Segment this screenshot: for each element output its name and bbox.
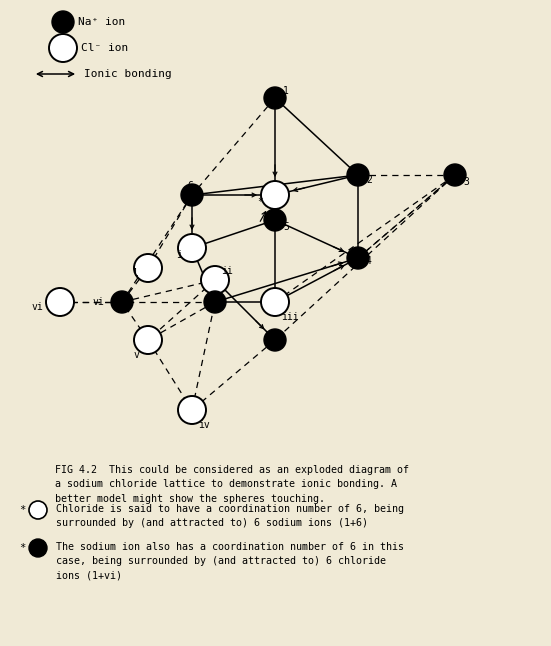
Circle shape — [261, 181, 289, 209]
Circle shape — [261, 288, 289, 316]
Text: Cl⁻ ion: Cl⁻ ion — [81, 43, 128, 53]
Text: Ionic bonding: Ionic bonding — [84, 69, 172, 79]
Text: vi: vi — [32, 302, 44, 312]
Circle shape — [181, 184, 203, 206]
Circle shape — [347, 247, 369, 269]
Text: vi: vi — [92, 297, 104, 307]
Circle shape — [178, 234, 206, 262]
Text: Na⁺ ion: Na⁺ ion — [78, 17, 125, 27]
Circle shape — [264, 87, 286, 109]
Circle shape — [52, 11, 74, 33]
Circle shape — [111, 291, 133, 313]
Circle shape — [264, 209, 286, 231]
Text: l: l — [132, 268, 138, 278]
Text: iii: iii — [281, 312, 299, 322]
Text: ii: ii — [221, 266, 233, 276]
Text: 4: 4 — [366, 256, 372, 266]
Text: Chloride is said to have a coordination number of 6, being
surrounded by (and at: Chloride is said to have a coordination … — [56, 504, 404, 528]
Text: FIG 4.2  This could be considered as an exploded diagram of
a sodium chloride la: FIG 4.2 This could be considered as an e… — [55, 465, 409, 504]
Text: 5: 5 — [283, 222, 289, 232]
Circle shape — [264, 329, 286, 351]
Circle shape — [46, 288, 74, 316]
Text: i: i — [176, 250, 182, 260]
Circle shape — [29, 539, 47, 557]
Circle shape — [178, 396, 206, 424]
Circle shape — [49, 34, 77, 62]
Text: 3: 3 — [463, 177, 469, 187]
Text: The sodium ion also has a coordination number of 6 in this
case, being surrounde: The sodium ion also has a coordination n… — [56, 542, 404, 581]
Text: 1: 1 — [283, 86, 289, 96]
Circle shape — [29, 501, 47, 519]
Circle shape — [204, 291, 226, 313]
Text: 6: 6 — [187, 181, 193, 191]
Text: v: v — [134, 350, 140, 360]
Circle shape — [444, 164, 466, 186]
Circle shape — [134, 326, 162, 354]
Circle shape — [201, 266, 229, 294]
Text: *: * — [19, 543, 25, 553]
Text: 2: 2 — [366, 175, 372, 185]
Text: *: * — [257, 197, 263, 207]
Text: *: * — [19, 505, 25, 515]
Text: iv: iv — [198, 420, 210, 430]
Circle shape — [347, 164, 369, 186]
Circle shape — [134, 254, 162, 282]
